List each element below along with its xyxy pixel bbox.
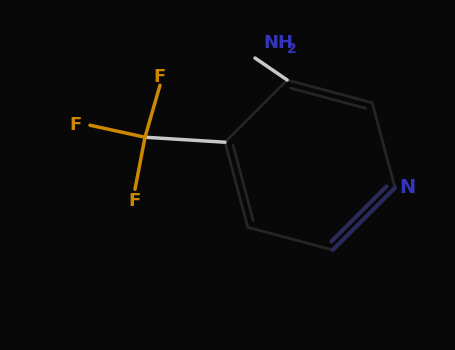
Text: F: F: [154, 68, 166, 86]
Text: 2: 2: [287, 42, 297, 56]
Text: NH: NH: [263, 34, 293, 52]
Text: N: N: [399, 178, 415, 197]
Text: F: F: [129, 192, 141, 210]
Text: F: F: [70, 116, 82, 134]
